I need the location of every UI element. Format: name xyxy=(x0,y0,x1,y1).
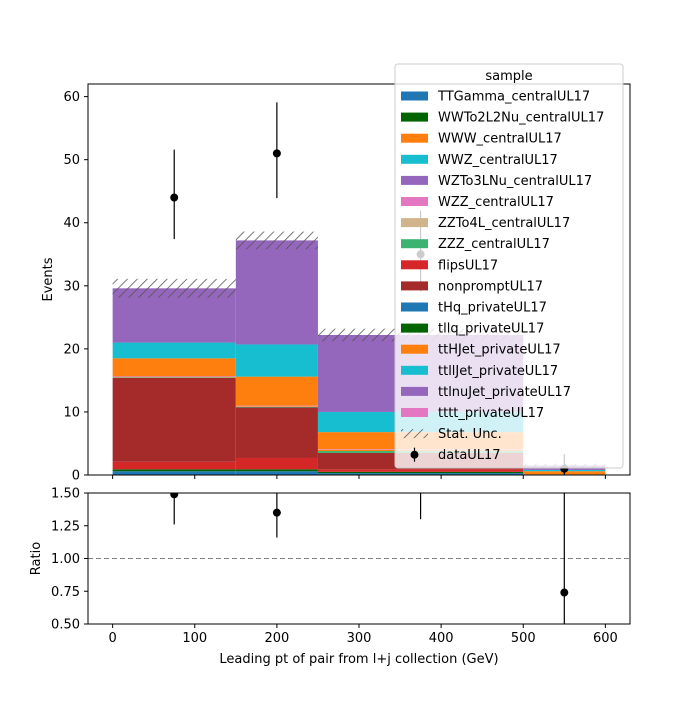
stack-bar xyxy=(113,471,236,475)
y-tick-label: 1.00 xyxy=(51,552,80,567)
legend-marker xyxy=(411,451,419,459)
stack-bar xyxy=(113,469,236,471)
legend-swatch xyxy=(401,134,428,143)
stack-bar xyxy=(236,458,318,469)
legend-swatch xyxy=(401,281,428,290)
y-tick-label: 10 xyxy=(63,405,80,420)
stack-bar xyxy=(113,378,236,462)
legend-swatch xyxy=(401,429,428,438)
stack-bar xyxy=(236,406,318,407)
y-tick-label: 20 xyxy=(63,342,80,357)
stack-bar xyxy=(113,358,236,376)
legend-swatch xyxy=(401,324,428,333)
x-tick-label: 100 xyxy=(182,631,207,646)
x-axis-label: Leading pt of pair from l+j collection (… xyxy=(219,652,498,667)
legend-label: flipsUL17 xyxy=(438,258,498,273)
stack-bar xyxy=(236,240,318,344)
stat-unc-hatch xyxy=(113,279,236,298)
y-tick-label: 40 xyxy=(63,216,80,231)
legend-label: tttt_privateUL17 xyxy=(438,406,544,421)
legend-swatch xyxy=(401,345,428,354)
y-tick-label: 50 xyxy=(63,153,80,168)
legend-label: WWW_centralUL17 xyxy=(438,132,562,147)
legend-label: WZZ_centralUL17 xyxy=(438,195,554,210)
legend-label: TTGamma_centralUL17 xyxy=(437,90,590,105)
stack-bar xyxy=(318,469,523,472)
legend-swatch xyxy=(401,408,428,417)
legend-swatch xyxy=(401,176,428,185)
legend-swatch xyxy=(401,155,428,164)
stack-bar xyxy=(236,407,318,408)
ratio-point xyxy=(273,509,281,517)
legend-title: sample xyxy=(485,69,532,84)
y-tick-label: 30 xyxy=(63,279,80,294)
legend-label: WWTo2L2Nu_centralUL17 xyxy=(438,111,604,126)
y-tick-label: 60 xyxy=(63,90,80,105)
stat-unc-hatch xyxy=(236,232,318,250)
x-tick-label: 0 xyxy=(108,631,116,646)
legend-swatch xyxy=(401,239,428,248)
legend-swatch xyxy=(401,92,428,101)
legend-label: Stat. Unc. xyxy=(438,427,502,442)
stack-bar xyxy=(113,377,236,378)
legend-label: ZZTo4L_centralUL17 xyxy=(438,216,570,231)
data-point xyxy=(170,194,178,202)
stack-bar xyxy=(113,462,236,470)
stack-bar xyxy=(236,471,318,475)
stack-bar xyxy=(113,377,236,378)
legend-label: WWZ_centralUL17 xyxy=(438,153,558,168)
legend-label: WZTo3LNu_centralUL17 xyxy=(438,174,592,189)
legend-swatch xyxy=(401,218,428,227)
stack-bar xyxy=(236,344,318,376)
legend-swatch xyxy=(401,197,428,206)
stack-bar xyxy=(236,469,318,471)
legend-label: nonpromptUL17 xyxy=(438,279,543,294)
x-tick-label: 300 xyxy=(347,631,372,646)
legend-swatch xyxy=(401,303,428,312)
x-tick-label: 400 xyxy=(429,631,454,646)
legend-label: tHq_privateUL17 xyxy=(438,301,547,316)
x-tick-label: 500 xyxy=(511,631,536,646)
stack-bar xyxy=(236,406,318,407)
legend-swatch xyxy=(401,387,428,396)
legend-label: dataUL17 xyxy=(438,448,501,463)
data-point xyxy=(273,149,281,157)
y-tick-label: 0.75 xyxy=(51,585,80,600)
stack-bar xyxy=(113,376,236,377)
stack-bar xyxy=(236,377,318,406)
stack-bar xyxy=(113,343,236,359)
ratio-y-axis-label: Ratio xyxy=(29,542,44,575)
legend-label: ttllJet_privateUL17 xyxy=(438,364,558,379)
stack-bar xyxy=(236,408,318,458)
legend: sample TTGamma_centralUL17 WWTo2L2Nu_centr… xyxy=(395,64,623,468)
legend-swatch xyxy=(401,113,428,122)
legend-swatch xyxy=(401,260,428,269)
legend-label: ttlnuJet_privateUL17 xyxy=(438,385,571,400)
y-tick-label: 0 xyxy=(72,469,80,484)
x-tick-label: 600 xyxy=(593,631,618,646)
stack-bar xyxy=(318,472,523,473)
legend-label: ttHJet_privateUL17 xyxy=(438,343,561,358)
x-tick-label: 200 xyxy=(264,631,289,646)
legend-label: tllq_privateUL17 xyxy=(438,322,544,337)
legend-swatch xyxy=(401,366,428,375)
y-tick-label: 1.25 xyxy=(51,519,80,534)
y-tick-label: 0.50 xyxy=(51,618,80,633)
legend-label: ZZZ_centralUL17 xyxy=(438,237,550,252)
y-tick-label: 1.50 xyxy=(51,487,80,502)
main-y-axis-label: Events xyxy=(41,257,56,301)
ratio-point xyxy=(560,589,568,597)
